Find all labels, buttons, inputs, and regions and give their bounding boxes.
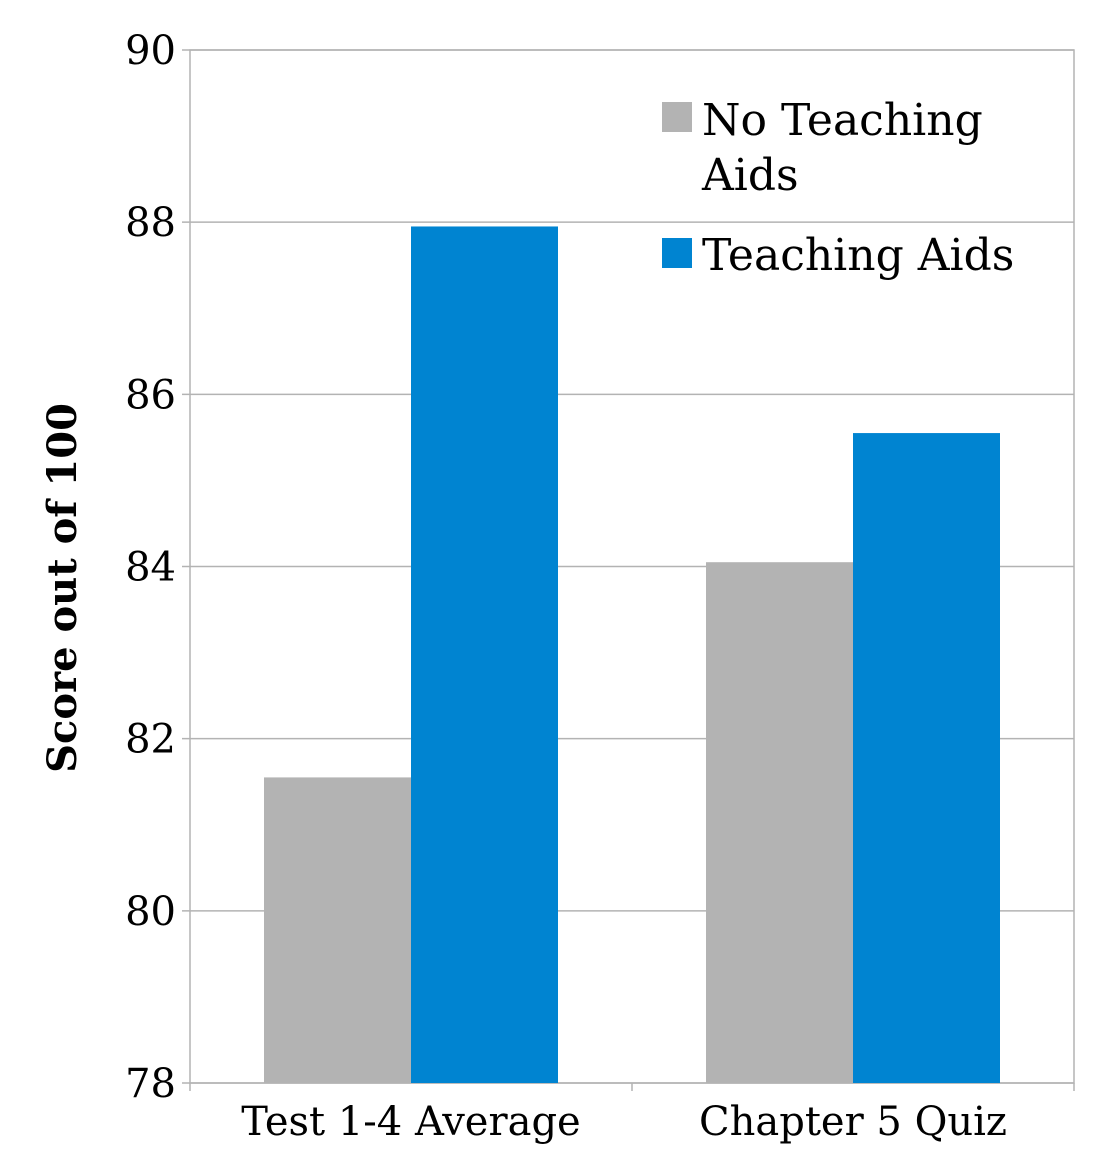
x-category-label: Chapter 5 Quiz xyxy=(699,1099,1007,1145)
legend-label-no-teaching-aids-line1: No Teaching xyxy=(702,95,983,146)
y-tick-label: 84 xyxy=(125,545,176,591)
plot-area-border xyxy=(189,49,1075,1084)
x-category-label: Test 1-4 Average xyxy=(241,1099,580,1145)
legend-label-no-teaching-aids-line2: Aids xyxy=(701,150,799,201)
bar-series1-cat0 xyxy=(411,226,558,1084)
legend-swatch-teaching-aids xyxy=(662,238,692,268)
y-tick-label: 82 xyxy=(125,717,176,763)
legend: No Teaching Aids Teaching Aids xyxy=(662,95,1014,281)
x-axis: Test 1-4 Average Chapter 5 Quiz xyxy=(241,1099,1007,1145)
y-axis: 78 80 82 84 86 88 90 xyxy=(125,28,176,1107)
bar-series0-cat0 xyxy=(264,777,411,1083)
y-axis-title: Score out of 100 xyxy=(39,403,86,773)
y-tick-label: 90 xyxy=(125,28,176,74)
bar-series0-cat1 xyxy=(706,562,853,1083)
bar-series1-cat1 xyxy=(853,433,1000,1084)
bars xyxy=(264,226,1000,1084)
y-tick-label: 88 xyxy=(125,200,176,246)
legend-swatch-no-teaching-aids xyxy=(662,102,692,132)
y-tick-label: 78 xyxy=(125,1061,176,1107)
y-tick-label: 80 xyxy=(125,889,176,935)
legend-label-teaching-aids: Teaching Aids xyxy=(702,230,1014,281)
y-tick-label: 86 xyxy=(125,372,176,418)
